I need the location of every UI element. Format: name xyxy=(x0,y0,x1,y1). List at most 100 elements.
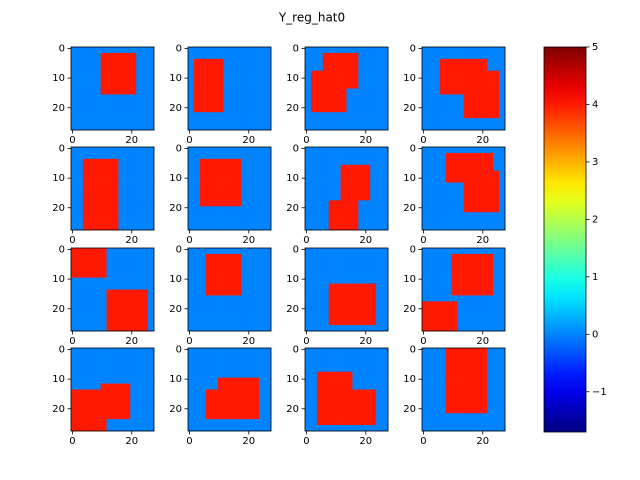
heat-cell xyxy=(76,94,84,101)
heat-cell xyxy=(352,325,359,332)
heat-cell xyxy=(76,259,84,267)
heat-cell xyxy=(370,70,377,77)
heat-cell xyxy=(265,313,272,320)
heat-cell xyxy=(427,94,435,101)
heat-cell xyxy=(463,47,470,54)
heat-cell xyxy=(76,112,84,119)
heat-cell xyxy=(148,277,155,284)
heat-cell xyxy=(130,147,137,154)
heat-cell xyxy=(340,106,347,113)
heat-cell xyxy=(305,94,312,101)
heat-cell xyxy=(235,325,242,332)
heat-cell xyxy=(217,164,224,172)
heat-cell xyxy=(247,301,254,308)
heat-cell xyxy=(346,94,353,101)
heat-cell xyxy=(370,265,377,273)
heat-cell xyxy=(346,313,353,320)
heat-cell xyxy=(211,76,218,83)
heat-cell xyxy=(199,371,207,378)
heat-cell xyxy=(316,206,324,213)
heat-cell xyxy=(136,253,143,261)
heat-cell xyxy=(305,152,312,160)
heat-cell xyxy=(229,182,236,189)
heat-cell xyxy=(241,188,248,195)
heat-cell xyxy=(247,82,254,89)
heat-cell xyxy=(334,259,341,267)
heat-cell xyxy=(445,176,452,183)
heat-cell xyxy=(130,383,137,390)
heat-cell xyxy=(112,401,119,408)
heat-cell xyxy=(148,64,155,72)
colorbar-tick-label: 2 xyxy=(592,214,598,225)
heat-cell xyxy=(310,353,318,361)
heat-cell xyxy=(457,259,464,267)
heat-cell xyxy=(370,259,377,267)
heat-cell xyxy=(305,147,312,154)
heat-cell xyxy=(88,407,96,414)
heat-cell xyxy=(376,52,383,60)
heat-cell xyxy=(475,425,482,432)
heat-cell xyxy=(439,419,447,426)
heat-cell xyxy=(88,377,96,384)
heat-cell xyxy=(451,295,458,302)
heat-cell xyxy=(364,353,371,361)
heat-cell xyxy=(82,407,90,414)
y-tick-label: 0 xyxy=(176,143,182,154)
heat-cell xyxy=(358,170,365,177)
heat-cell xyxy=(358,152,365,160)
heat-cell xyxy=(188,64,195,72)
heat-cell xyxy=(100,401,107,408)
heat-cell xyxy=(340,407,347,414)
heat-cell xyxy=(265,353,272,361)
heat-cell xyxy=(148,47,155,54)
heat-cell xyxy=(487,395,494,402)
heat-cell xyxy=(322,419,330,426)
heat-cell xyxy=(188,58,195,66)
heat-cell xyxy=(475,377,482,384)
heat-cell xyxy=(346,389,353,396)
heat-cell xyxy=(106,88,113,95)
heat-cell xyxy=(130,295,137,302)
heat-cell xyxy=(322,212,330,219)
heat-cell xyxy=(205,106,213,113)
heat-cell xyxy=(445,106,452,113)
heat-cell xyxy=(259,118,266,125)
heat-cell xyxy=(199,106,207,113)
heat-cell xyxy=(493,413,500,420)
heat-cell xyxy=(211,64,218,72)
heat-cell xyxy=(451,64,458,72)
heat-cell xyxy=(100,212,107,219)
heat-cell xyxy=(136,212,143,219)
heat-cell xyxy=(481,147,488,154)
heat-cell xyxy=(229,401,236,408)
heat-cell xyxy=(493,206,500,213)
heat-cell xyxy=(148,100,155,107)
heat-cell xyxy=(376,176,383,183)
heat-cell xyxy=(142,325,149,332)
heat-cell xyxy=(94,200,101,207)
heat-cell xyxy=(223,152,230,160)
heat-cell xyxy=(205,47,213,54)
heat-cell xyxy=(112,176,119,183)
heat-cell xyxy=(451,248,458,255)
heat-cell xyxy=(217,259,224,267)
heat-cell xyxy=(142,289,149,296)
heat-cell xyxy=(124,377,131,384)
heat-cell xyxy=(136,158,143,166)
heat-cell xyxy=(352,307,359,314)
heat-cell xyxy=(100,425,107,432)
heat-cell xyxy=(130,407,137,414)
heat-cell xyxy=(334,170,341,177)
heat-cell xyxy=(334,319,341,326)
heat-cell xyxy=(112,152,119,160)
heat-cell xyxy=(223,283,230,290)
heat-cell xyxy=(358,76,365,83)
heat-cell xyxy=(193,100,201,107)
heat-cell xyxy=(76,158,84,166)
heat-cell xyxy=(469,82,476,89)
heat-cell xyxy=(247,64,254,72)
heat-cell xyxy=(346,218,353,225)
heat-cell xyxy=(199,353,207,361)
heat-cell xyxy=(253,182,260,189)
heat-cell xyxy=(217,307,224,314)
